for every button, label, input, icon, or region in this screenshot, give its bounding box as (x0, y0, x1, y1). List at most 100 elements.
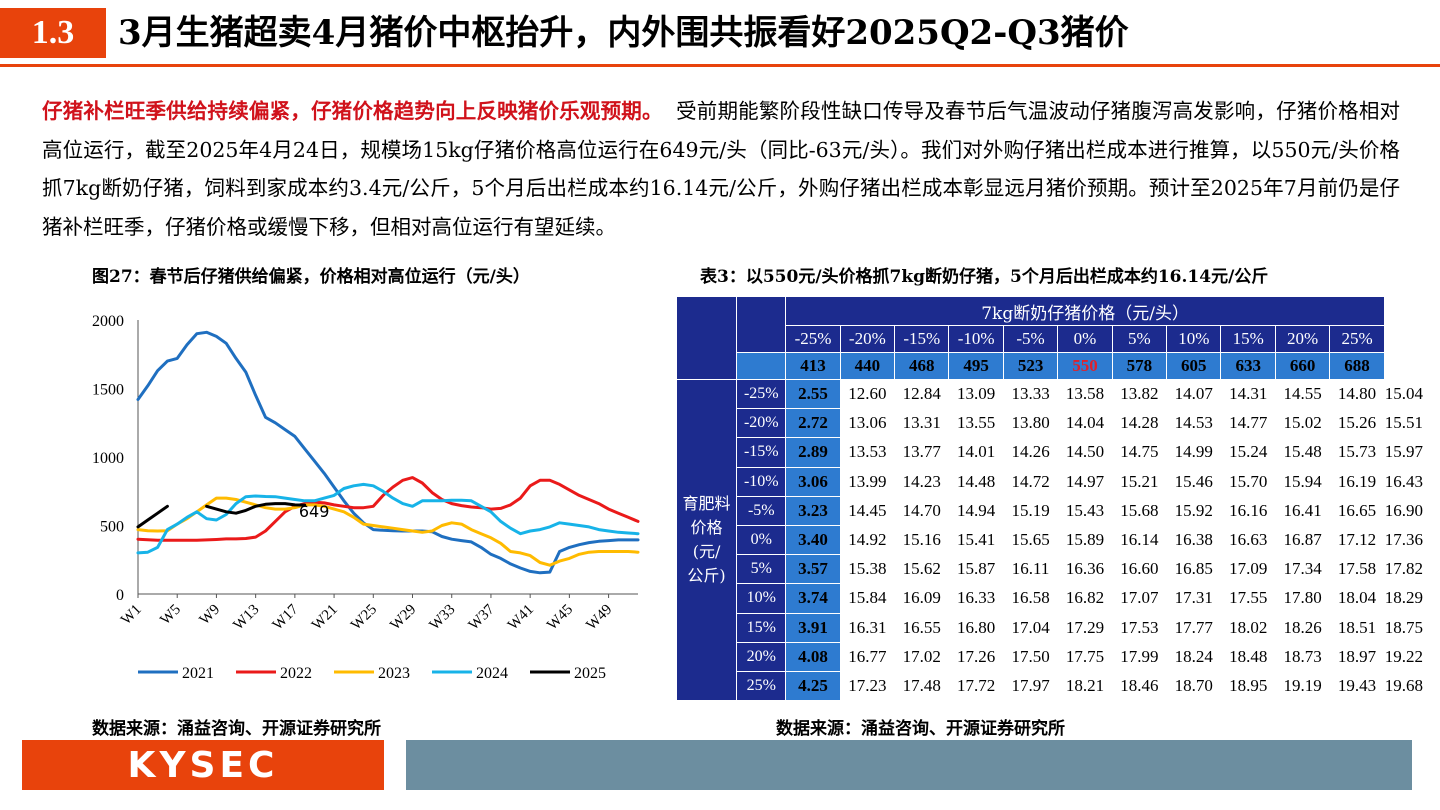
column-price-header: 578 (1111, 352, 1168, 380)
slide-header: 1.3 3月生猪超卖4月猪价中枢抬升，内外围共振看好2025Q2-Q3猪价 (0, 0, 1440, 68)
table-cell: 18.04 (1329, 583, 1385, 614)
row-pct-header: 20% (736, 641, 787, 672)
table-cell: 18.73 (1274, 641, 1331, 672)
table-cell: 15.41 (948, 524, 1004, 556)
table-cell: 14.26 (1002, 437, 1059, 468)
table-cell: 18.24 (1166, 641, 1222, 672)
column-pct-header: 10% (1166, 325, 1222, 353)
table-cell: 15.84 (839, 583, 896, 614)
x-tick-label: W49 (583, 602, 615, 634)
table-cell: 14.70 (894, 495, 950, 526)
table-row: -10% 3.06 13.99 14.23 14.48 14.72 14.97 15.21 15… (677, 466, 1425, 497)
table-cell: 18.48 (1220, 641, 1276, 672)
column-price-header: 688 (1329, 352, 1385, 380)
series-line-2022 (136, 476, 640, 542)
table-cell: 17.99 (1111, 641, 1168, 672)
table-cell: 12.84 (894, 378, 950, 410)
x-tick-label: W21 (309, 602, 341, 634)
legend-label-2025: 2025 (574, 665, 606, 682)
chart-caption: 图27：春节后仔猪供给偏紧，价格相对高位运行（元/头） (92, 267, 530, 287)
table-cell: 16.63 (1220, 524, 1276, 556)
table-title-row: 7kg断奶仔猪价格（元/头） (675, 296, 1424, 380)
x-tick-label: W5 (157, 602, 184, 629)
table-cell: 16.85 (1166, 554, 1222, 585)
series-line-2025 (136, 504, 169, 529)
table-cell: 15.19 (1002, 495, 1059, 526)
table-cell: 16.43 (1383, 466, 1425, 497)
corner-cell-2 (736, 296, 787, 353)
slide-title: 3月生猪超卖4月猪价中枢抬升，内外围共振看好2025Q2-Q3猪价 (118, 13, 1129, 53)
y-tick-label: 0 (116, 587, 124, 604)
table-cell: 16.19 (1329, 466, 1385, 497)
table-cell: 15.16 (894, 524, 950, 556)
row-feed-price: 3.74 (785, 583, 841, 614)
table-cell: 13.58 (1057, 378, 1113, 410)
series-line-2023 (136, 496, 640, 567)
table-cell: 15.70 (1220, 466, 1276, 497)
x-tick-label: W41 (505, 602, 537, 634)
table-cell: 17.04 (1002, 612, 1059, 643)
table-cell: 17.12 (1329, 524, 1385, 556)
column-group-title: 7kg断奶仔猪价格（元/头） (785, 296, 1385, 326)
table-cell: 15.94 (1274, 466, 1331, 497)
table-cell: 17.02 (894, 641, 950, 672)
table-cell: 14.23 (894, 466, 950, 497)
table-cell: 14.50 (1057, 437, 1113, 468)
table-cell: 16.11 (1002, 554, 1059, 585)
table-cell: 17.23 (839, 670, 896, 702)
table-cell: 14.28 (1111, 408, 1168, 439)
table-cell: 15.43 (1057, 495, 1113, 526)
paragraph-lead: 仔猪补栏旺季供给持续偏紧，仔猪价格趋势向上反映猪价乐观预期。 (42, 99, 663, 123)
paragraph-spacer (663, 99, 676, 123)
table-cell: 15.51 (1383, 408, 1425, 439)
table-row: -15% 2.89 13.53 13.77 14.01 14.26 14.50 14.75 14… (677, 437, 1425, 468)
column-pct-header: -25% (785, 325, 841, 353)
x-tick-label: W29 (387, 602, 419, 634)
table-cell: 13.33 (1002, 378, 1059, 410)
series-line-2021 (136, 330, 640, 575)
row-pct-header: -15% (736, 437, 787, 468)
table-cell: 14.04 (1057, 408, 1113, 439)
row-pct-header: 25% (736, 670, 787, 702)
table-cell: 13.80 (1002, 408, 1059, 439)
table-cell: 18.29 (1383, 583, 1425, 614)
table-cell: 15.89 (1057, 524, 1113, 556)
legend-label-2023: 2023 (378, 665, 410, 682)
x-tick-label: W17 (270, 601, 302, 633)
x-tick-label: W37 (466, 601, 498, 633)
table-cell: 13.09 (948, 378, 1004, 410)
table-cell: 15.21 (1111, 466, 1168, 497)
table-cell: 16.55 (894, 612, 950, 643)
table-cell: 12.60 (839, 378, 896, 410)
column-value-row: 413 440 468 495 523 550 578 605 633 660 688 (677, 352, 1424, 380)
table-cell: 16.90 (1383, 495, 1425, 526)
table-cell: 16.09 (894, 583, 950, 614)
table-cell: 15.73 (1329, 437, 1385, 468)
table-cell: 16.36 (1057, 554, 1113, 585)
table-cell: 17.50 (1002, 641, 1059, 672)
table-cell: 19.68 (1383, 670, 1425, 702)
x-tick-label: W25 (348, 602, 380, 634)
legend-label-2024: 2024 (476, 665, 508, 682)
table-cell: 19.22 (1383, 641, 1425, 672)
row-pct-header: -5% (736, 495, 787, 526)
table-cell: 13.99 (839, 466, 896, 497)
table-cell: 15.68 (1111, 495, 1168, 526)
table-cell: 17.48 (894, 670, 950, 702)
row-feed-price: 3.91 (785, 612, 841, 643)
column-price-header: 633 (1220, 352, 1276, 380)
table-cell: 14.72 (1002, 466, 1059, 497)
table-cell: 14.55 (1274, 378, 1331, 410)
section-number: 1.3 (0, 8, 106, 58)
table-row: 10% 3.74 15.84 16.09 16.33 16.58 16.82 17.07 17.… (677, 583, 1425, 614)
table-row: 25% 4.25 17.23 17.48 17.72 17.97 18.21 18.46 18.… (677, 670, 1425, 702)
table-cell: 18.46 (1111, 670, 1168, 702)
row-pct-header: 15% (736, 612, 787, 643)
table-row: 20% 4.08 16.77 17.02 17.26 17.50 17.75 17.99 18.… (677, 641, 1425, 672)
row-pct-header: 5% (736, 554, 787, 585)
table-cell: 17.82 (1383, 554, 1425, 585)
table-cell: 16.58 (1002, 583, 1059, 614)
table-cell: 17.34 (1274, 554, 1331, 585)
table-cell: 17.77 (1166, 612, 1222, 643)
column-pct-header: 15% (1220, 325, 1276, 353)
